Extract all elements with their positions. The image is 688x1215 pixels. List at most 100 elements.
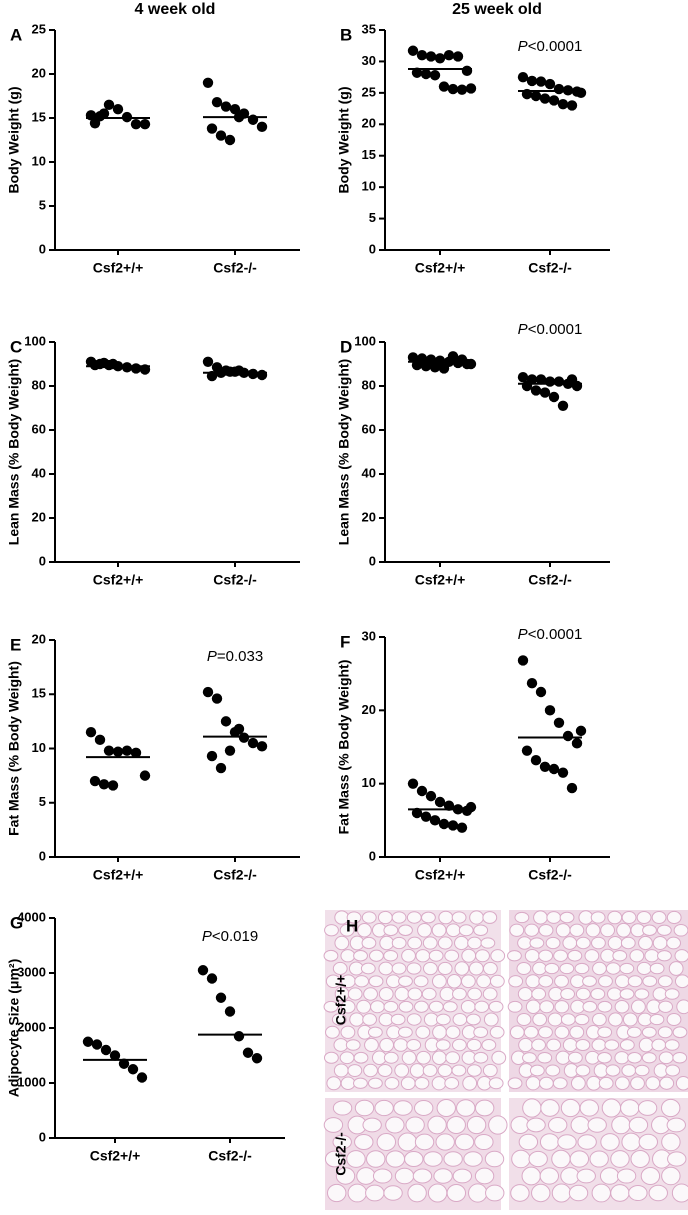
data-point (548, 763, 560, 775)
data-point (557, 767, 569, 778)
cell (353, 950, 368, 962)
cell (668, 961, 684, 976)
cell (539, 1167, 560, 1185)
data-point (517, 655, 529, 666)
cell (589, 1150, 609, 1168)
cell (357, 922, 372, 938)
cell (347, 987, 363, 1001)
cell (439, 986, 455, 1002)
data-point (256, 741, 268, 752)
cell (630, 1150, 650, 1168)
cell (332, 1134, 352, 1150)
p-value-annotation: P<0.0001 (518, 626, 583, 643)
y-tick-label: 0 (39, 1129, 46, 1144)
cell (551, 1149, 571, 1169)
x-tick-label: Csf2-/- (528, 260, 572, 276)
cell (407, 987, 423, 1001)
cell (377, 1063, 393, 1078)
cell (524, 923, 540, 937)
cell (547, 1012, 563, 1027)
data-point (553, 376, 565, 387)
cell (525, 999, 541, 1014)
cell (363, 1063, 378, 1078)
data-point (447, 83, 459, 95)
data-point (112, 746, 124, 757)
cell (574, 1013, 590, 1026)
y-tick-label: 100 (354, 333, 376, 348)
cell (560, 1167, 580, 1185)
cell (560, 1013, 576, 1026)
cell (482, 1063, 498, 1078)
cell (652, 936, 668, 950)
cell (431, 1050, 447, 1065)
cell (445, 923, 461, 938)
data-point (411, 67, 423, 78)
data-point (98, 779, 110, 790)
cell (468, 1183, 488, 1203)
y-tick-label: 2000 (17, 1019, 46, 1034)
cell (525, 1076, 541, 1091)
cell (531, 987, 547, 1001)
cell (361, 911, 377, 924)
y-tick-label: 10 (362, 775, 376, 790)
y-axis-label: Body Weight (g) (6, 86, 22, 193)
x-tick-label: Csf2+/+ (415, 260, 466, 276)
cell (521, 1166, 541, 1186)
data-point (229, 104, 241, 115)
cell (548, 1117, 568, 1133)
data-point (548, 95, 560, 106)
cell (413, 975, 429, 988)
cell (540, 1099, 560, 1117)
x-tick-label: Csf2-/- (213, 260, 257, 276)
data-point (452, 51, 464, 62)
y-tick-label: 20 (362, 116, 376, 131)
y-tick-label: 0 (369, 241, 376, 256)
cell (591, 1012, 607, 1027)
cell (523, 1025, 539, 1039)
cell (676, 999, 688, 1015)
cell (620, 936, 636, 950)
cell (637, 1100, 658, 1116)
cell (398, 1000, 414, 1013)
cell (454, 935, 469, 951)
data-point (456, 822, 468, 833)
cell (529, 1064, 545, 1077)
y-tick-label: 80 (32, 377, 46, 392)
cell (414, 1000, 429, 1013)
data-point (242, 1047, 254, 1058)
cell (517, 987, 533, 1001)
cell (621, 1132, 641, 1152)
data-point (535, 374, 547, 385)
cell (607, 910, 623, 925)
cell (366, 1150, 386, 1168)
cell (394, 986, 410, 1002)
cell (575, 936, 591, 950)
cell (405, 1116, 425, 1134)
cell (340, 999, 356, 1014)
cell (460, 999, 476, 1014)
y-tick-label: 60 (362, 421, 376, 436)
cell (629, 949, 645, 963)
data-point (107, 358, 119, 370)
cell (605, 1064, 621, 1077)
cell (545, 936, 561, 950)
data-point (233, 723, 245, 735)
cell (532, 961, 547, 976)
cell (638, 1133, 658, 1151)
cell (657, 975, 673, 988)
cell (427, 1115, 447, 1135)
cell (339, 923, 355, 937)
cell (658, 1000, 673, 1013)
cell (353, 1051, 369, 1064)
cell (641, 1026, 657, 1038)
cell (458, 924, 474, 937)
cell (574, 962, 590, 975)
cell (539, 1133, 560, 1151)
data-point (98, 108, 110, 119)
cell (428, 1000, 444, 1013)
cell (607, 987, 622, 1001)
cell (398, 975, 413, 987)
cell (634, 1064, 650, 1077)
data-point (197, 965, 209, 976)
x-tick-label: Csf2+/+ (415, 572, 466, 588)
